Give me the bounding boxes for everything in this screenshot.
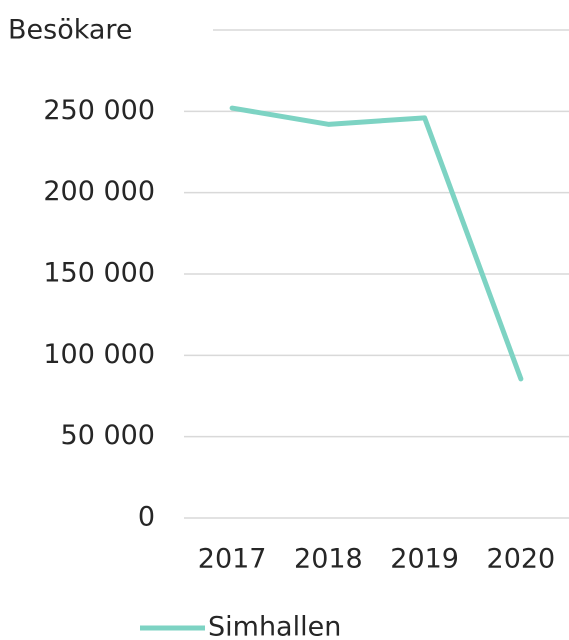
y-tick-label: 200 000 [43, 176, 155, 207]
x-tick-label: 2017 [198, 544, 267, 575]
x-tick-label: 2018 [294, 544, 363, 575]
y-tick-label: 250 000 [43, 95, 155, 126]
y-tick-label: 50 000 [61, 420, 155, 451]
y-axis-title: Besökare [8, 15, 133, 46]
y-tick-label: 100 000 [43, 339, 155, 370]
y-tick-label: 0 [138, 502, 155, 533]
x-tick-label: 2019 [390, 544, 459, 575]
x-tick-label: 2020 [487, 544, 556, 575]
legend-label: Simhallen [208, 612, 341, 640]
y-tick-label: 150 000 [43, 258, 155, 289]
data-line [229, 105, 524, 382]
